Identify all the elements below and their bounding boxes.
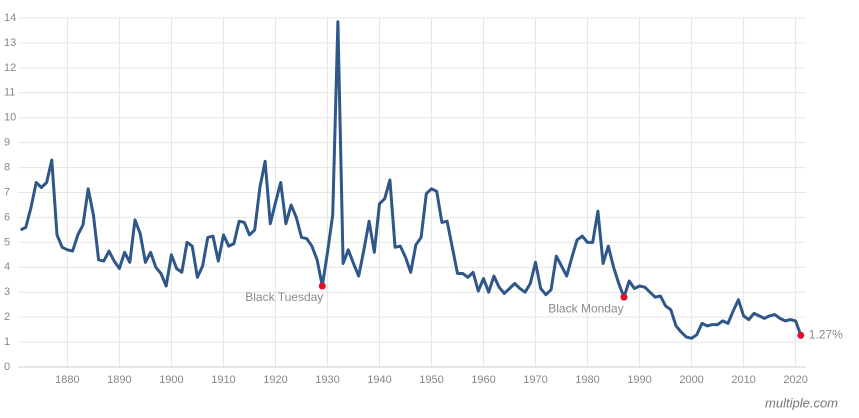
y-tick-label: 4 — [4, 261, 10, 273]
y-tick-label: 7 — [4, 186, 10, 198]
x-tick-label: 1960 — [471, 374, 495, 386]
y-tick-label: 0 — [4, 361, 10, 373]
x-tick-label: 2010 — [731, 374, 755, 386]
y-tick-label: 14 — [4, 12, 16, 24]
y-tick-label: 3 — [4, 286, 10, 298]
annotation: Black Tuesday — [245, 290, 323, 304]
y-tick-label: 12 — [4, 62, 16, 74]
y-tick-label: 8 — [4, 161, 10, 173]
highlight-point — [620, 293, 628, 301]
highlight-point — [797, 331, 805, 339]
x-tick-label: 1880 — [55, 374, 79, 386]
x-tick-label: 1920 — [263, 374, 287, 386]
x-tick-label: 1900 — [159, 374, 183, 386]
x-tick-label: 1890 — [107, 374, 131, 386]
x-tick-label: 1910 — [211, 374, 235, 386]
x-tick-label: 1940 — [367, 374, 391, 386]
highlight-point — [318, 282, 326, 290]
y-tick-label: 5 — [4, 236, 10, 248]
x-tick-label: 2020 — [783, 374, 807, 386]
y-tick-label: 1 — [4, 336, 10, 348]
data-line — [19, 20, 803, 340]
x-tick-label: 1990 — [627, 374, 651, 386]
x-tick-label: 1950 — [419, 374, 443, 386]
x-tick-label: 1930 — [315, 374, 339, 386]
y-tick-label: 2 — [4, 311, 10, 323]
annotation: Black Monday — [548, 301, 623, 315]
y-tick-label: 9 — [4, 137, 10, 149]
watermark: multiple.com — [765, 395, 838, 410]
y-tick-label: 6 — [4, 211, 10, 223]
annotation: 1.27% — [809, 328, 843, 342]
x-tick-label: 2000 — [679, 374, 703, 386]
y-tick-label: 13 — [4, 37, 16, 49]
y-tick-label: 10 — [4, 112, 16, 124]
y-tick-label: 11 — [4, 87, 15, 99]
x-tick-label: 1980 — [575, 374, 599, 386]
x-tick-label: 1970 — [523, 374, 547, 386]
